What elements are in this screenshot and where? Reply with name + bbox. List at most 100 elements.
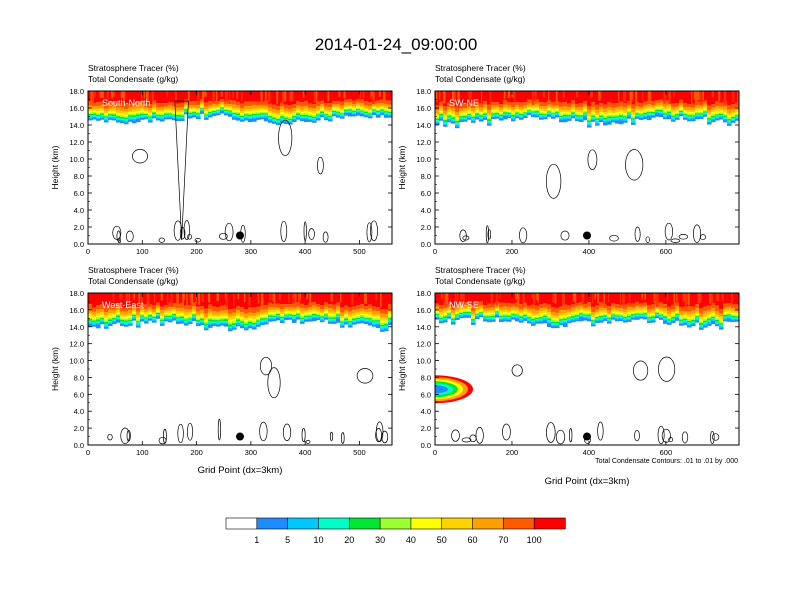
tracer-cell bbox=[475, 117, 480, 120]
tracer-cell bbox=[192, 108, 197, 111]
tracer-cell bbox=[635, 316, 640, 318]
tracer-cell bbox=[707, 91, 712, 106]
tracer-cell bbox=[551, 101, 556, 106]
tracer-cell bbox=[679, 293, 684, 307]
tracer-stripe bbox=[182, 293, 185, 301]
tracer-stripe bbox=[718, 91, 721, 101]
tracer-cell bbox=[519, 316, 524, 318]
tracer-cell bbox=[208, 315, 213, 318]
tracer-cell bbox=[324, 114, 329, 116]
tracer-cell bbox=[455, 124, 460, 127]
tracer-cell bbox=[368, 113, 373, 115]
tracer-cell bbox=[615, 119, 620, 121]
tracer-cell bbox=[583, 113, 588, 116]
tracer-cell bbox=[128, 115, 133, 117]
tracer-cell bbox=[208, 304, 213, 310]
x-tick-label: 300 bbox=[245, 247, 258, 256]
contour bbox=[645, 236, 650, 243]
tracer-cell bbox=[491, 112, 496, 114]
tracer-cell bbox=[619, 317, 624, 320]
tracer-cell bbox=[136, 111, 141, 113]
tracer-cell bbox=[439, 320, 444, 322]
tracer-cell bbox=[340, 115, 345, 117]
tracer-cell bbox=[204, 313, 209, 318]
tracer-cell bbox=[567, 107, 572, 111]
tracer-stripe bbox=[562, 91, 565, 99]
tracer-stripe bbox=[370, 91, 372, 99]
tracer-stripe bbox=[257, 293, 260, 301]
tracer-cell bbox=[124, 91, 129, 105]
tracer-cell bbox=[487, 110, 492, 114]
tracer-cell bbox=[607, 110, 612, 113]
tracer-cell bbox=[487, 303, 492, 308]
tracer-cell bbox=[659, 293, 664, 303]
tracer-cell bbox=[108, 323, 113, 326]
tracer-cell bbox=[316, 317, 321, 319]
tracer-cell bbox=[100, 304, 105, 310]
tracer-cell bbox=[144, 309, 149, 313]
tracer-cell bbox=[599, 112, 604, 115]
tracer-cell bbox=[675, 314, 680, 316]
tracer-cell bbox=[527, 109, 532, 111]
tracer-cell bbox=[711, 316, 716, 319]
tracer-cell bbox=[687, 325, 692, 328]
tracer-cell bbox=[511, 111, 516, 114]
tracer-cell bbox=[340, 321, 345, 323]
tracer-cell bbox=[312, 113, 317, 116]
tracer-cell bbox=[92, 323, 97, 325]
tracer-cell bbox=[655, 100, 660, 103]
tracer-cell bbox=[128, 316, 133, 318]
tracer-cell bbox=[579, 313, 584, 315]
contour-note: Total Condensate Contours: .01 to .01 by… bbox=[595, 458, 738, 465]
tracer-cell bbox=[643, 101, 648, 105]
tracer-cell bbox=[252, 112, 257, 114]
tracer-stripe bbox=[113, 91, 116, 97]
tracer-cell bbox=[300, 319, 305, 321]
tracer-cell bbox=[639, 316, 644, 319]
tracer-cell bbox=[571, 312, 576, 315]
tracer-cell bbox=[176, 119, 181, 122]
tracer-cell bbox=[559, 114, 564, 116]
tracer-cell bbox=[623, 110, 628, 113]
tracer-cell bbox=[96, 309, 101, 314]
tracer-stripe bbox=[160, 293, 163, 301]
tracer-cell bbox=[447, 303, 452, 307]
tracer-cell bbox=[388, 114, 392, 116]
tracer-cell bbox=[376, 321, 381, 324]
tracer-cell bbox=[320, 106, 325, 109]
tracer-cell bbox=[659, 112, 664, 114]
tracer-cell bbox=[531, 313, 536, 316]
tracer-cell bbox=[124, 316, 129, 319]
tracer-stripe bbox=[667, 293, 669, 301]
tracer-cell bbox=[523, 116, 528, 119]
tracer-cell bbox=[140, 307, 145, 311]
tracer-cell bbox=[340, 108, 345, 111]
tracer-cell bbox=[639, 117, 644, 120]
tracer-cell bbox=[296, 108, 301, 111]
tracer-cell bbox=[735, 115, 739, 117]
tracer-cell bbox=[296, 101, 301, 106]
tracer-cell bbox=[248, 307, 253, 313]
tracer-cell bbox=[384, 329, 389, 332]
tracer-cell bbox=[156, 111, 161, 114]
tracer-cell bbox=[164, 113, 169, 116]
tracer-cell bbox=[268, 316, 273, 319]
tracer-cell bbox=[511, 119, 516, 122]
y-tick-label: 12.0 bbox=[69, 138, 84, 147]
tracer-cell bbox=[647, 113, 652, 115]
tracer-cell bbox=[487, 91, 492, 105]
tracer-cell bbox=[240, 293, 245, 308]
tracer-cell bbox=[124, 119, 129, 122]
colorbar-cell bbox=[379, 517, 412, 530]
tracer-cell bbox=[352, 113, 357, 115]
colorbar: 1 5 10 20 30 40 50 60 70 100 bbox=[225, 517, 566, 545]
tracer-cell bbox=[240, 118, 245, 120]
tracer-cell bbox=[535, 312, 540, 316]
tracer-cell bbox=[639, 314, 644, 316]
tracer-cell bbox=[184, 108, 189, 110]
tracer-stripe bbox=[226, 91, 228, 102]
tracer-stripe bbox=[507, 91, 510, 99]
tracer-cell bbox=[160, 316, 165, 319]
tracer-cell bbox=[539, 320, 544, 322]
tracer-cell bbox=[639, 115, 644, 118]
